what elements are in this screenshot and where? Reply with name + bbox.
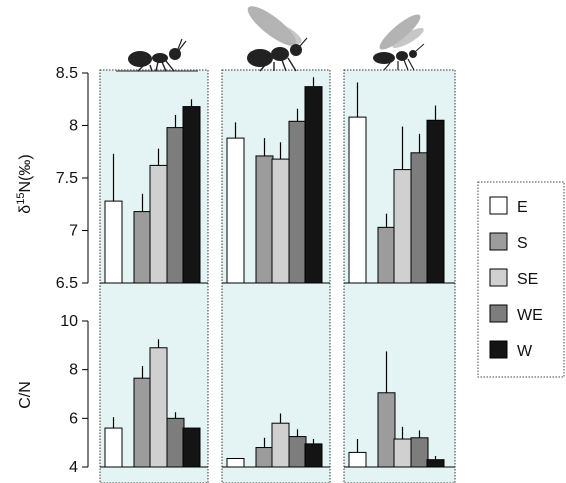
- legend-swatch-S: [489, 232, 508, 251]
- bar-WE-ant-worker: [166, 127, 185, 284]
- legend-swatch-WE: [489, 304, 508, 323]
- bar-W-winged-ant: [304, 86, 323, 284]
- legend-label-E: E: [517, 199, 528, 216]
- legend-label-WE: WE: [517, 307, 543, 324]
- bar-WE-wasp: [410, 437, 429, 468]
- y-tick-label: 10: [60, 313, 78, 330]
- bar-E-winged-ant: [226, 457, 245, 468]
- bar-E-winged-ant: [226, 137, 245, 284]
- y-tick-label: 6.5: [56, 275, 78, 292]
- y-axis-label-delta15n: δ15N(‰): [15, 154, 34, 213]
- legend-swatch-E: [489, 196, 508, 215]
- wasp-icon: [373, 14, 425, 71]
- bar-S-wasp: [377, 392, 396, 468]
- ylabel-suffix: N(‰): [17, 154, 34, 192]
- bar-W-ant-worker: [182, 106, 201, 284]
- y-axis-cn: 10 8 6 4: [60, 313, 89, 476]
- legend: E S SE WE W: [477, 181, 565, 378]
- y-axis-delta15n: 8.5 8 7.5 7 6.5: [56, 65, 89, 292]
- bar-WE-ant-worker: [166, 417, 185, 468]
- ylabel-prefix: δ: [17, 205, 34, 214]
- bar-SE-winged-ant: [271, 422, 290, 468]
- legend-label-S: S: [517, 235, 528, 252]
- bar-S-winged-ant: [255, 447, 274, 468]
- bar-SE-winged-ant: [271, 158, 290, 284]
- bar-E-ant-worker: [104, 200, 123, 284]
- y-tick-label: 8.5: [56, 65, 78, 82]
- bar-E-wasp: [348, 451, 367, 468]
- legend-swatch-W: [489, 340, 508, 359]
- winged-ant-icon: [247, 6, 308, 72]
- bar-S-ant-worker: [133, 377, 152, 468]
- bar-WE-winged-ant: [288, 436, 307, 468]
- bar-W-wasp: [426, 459, 445, 468]
- bar-E-ant-worker: [104, 427, 123, 468]
- y-tick-label: 7.5: [56, 170, 78, 187]
- y-tick-label: 4: [69, 459, 78, 476]
- bar-WE-winged-ant: [288, 120, 307, 284]
- bar-SE-wasp: [393, 169, 412, 284]
- insect-icons: [116, 6, 425, 72]
- y-tick-label: 8: [69, 118, 78, 135]
- y-tick-label: 6: [69, 410, 78, 427]
- bar-WE-wasp: [410, 152, 429, 284]
- cn-ratio-panel: [100, 339, 455, 468]
- y-tick-label: 7: [69, 223, 78, 240]
- legend-label-SE: SE: [517, 271, 538, 288]
- bar-SE-wasp: [393, 438, 412, 468]
- y-tick-label: 8: [69, 362, 78, 379]
- bar-S-winged-ant: [255, 155, 274, 284]
- y-axis-label-cn: C/N: [17, 381, 34, 409]
- ant-worker-icon: [116, 38, 198, 72]
- legend-label-W: W: [517, 343, 533, 360]
- ylabel-superscript: 15: [15, 193, 27, 205]
- bar-E-wasp: [348, 116, 367, 284]
- bar-SE-ant-worker: [149, 347, 168, 468]
- bar-W-ant-worker: [182, 427, 201, 468]
- bar-W-winged-ant: [304, 443, 323, 468]
- delta15n-panel: [100, 77, 455, 284]
- legend-swatch-SE: [489, 268, 508, 287]
- bar-SE-ant-worker: [149, 164, 168, 284]
- bar-W-wasp: [426, 119, 445, 284]
- bar-S-ant-worker: [133, 211, 152, 284]
- bar-S-wasp: [377, 226, 396, 284]
